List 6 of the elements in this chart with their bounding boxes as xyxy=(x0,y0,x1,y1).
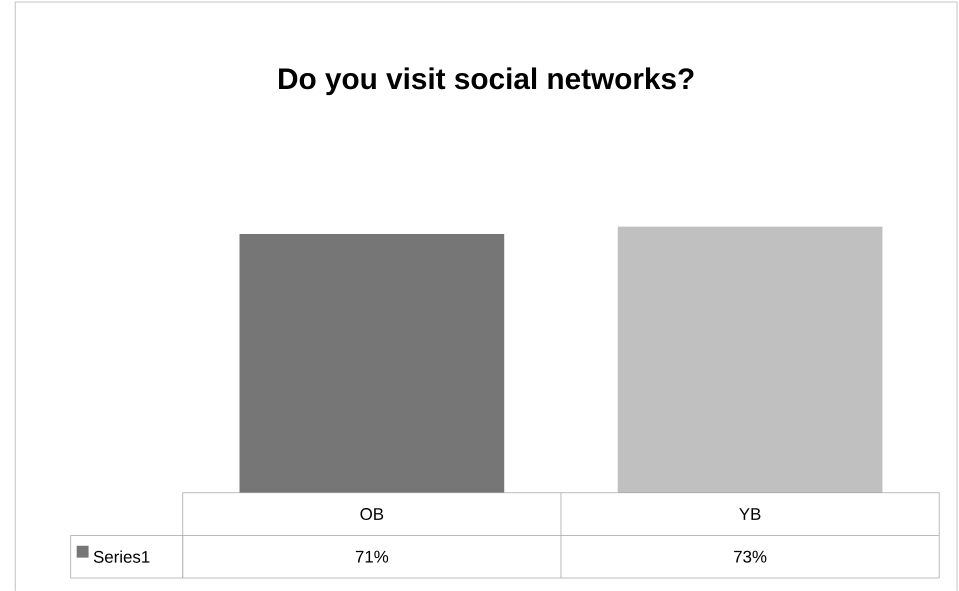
chart-title: Do you visit social networks? xyxy=(279,67,694,96)
legend-label: Series1 xyxy=(94,550,150,563)
x-tick-label: OB xyxy=(360,508,384,520)
data-label: 71% xyxy=(356,550,388,563)
x-tick-label: YB xyxy=(739,508,760,520)
data-label: 73% xyxy=(734,550,766,563)
